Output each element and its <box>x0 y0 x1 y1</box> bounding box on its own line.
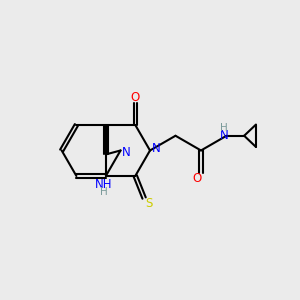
Text: O: O <box>192 172 201 185</box>
Text: N: N <box>152 142 161 154</box>
Text: H: H <box>100 188 107 197</box>
Text: O: O <box>131 91 140 104</box>
Text: N: N <box>122 146 130 159</box>
Text: S: S <box>146 197 153 210</box>
Text: N: N <box>220 129 229 142</box>
Text: H: H <box>220 122 227 133</box>
Text: NH: NH <box>95 178 112 191</box>
